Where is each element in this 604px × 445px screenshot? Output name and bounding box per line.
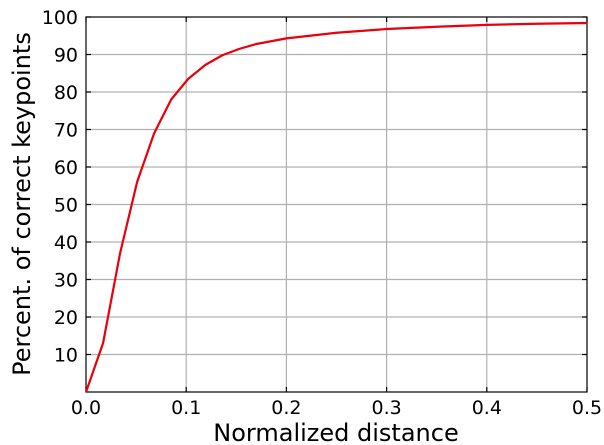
y-tick-label: 80 <box>54 82 78 104</box>
tick-layer: 0.0 0.1 0.2 0.3 0.4 0.5 10 20 30 40 50 60 70 80 90 100 <box>42 7 602 419</box>
y-tick-label: 10 <box>54 345 78 367</box>
y-tick-label: 90 <box>54 45 78 67</box>
y-tick-label: 100 <box>42 7 78 29</box>
x-tick-label: 0.1 <box>171 397 201 419</box>
series-layer <box>84 21 588 393</box>
x-tick-label: 0.3 <box>371 397 401 419</box>
x-tick-label: 0.5 <box>572 397 602 419</box>
y-tick-label: 20 <box>54 307 78 329</box>
y-axis-label: Percent. of correct keypoints <box>8 32 36 376</box>
y-tick-label: 40 <box>54 232 78 254</box>
grid-layer <box>86 17 587 392</box>
y-tick-label: 60 <box>54 157 78 179</box>
series-line-0 <box>84 21 588 393</box>
x-tick-label: 0.0 <box>71 397 101 419</box>
x-tick-label: 0.4 <box>472 397 502 419</box>
y-tick-label: 30 <box>54 270 78 292</box>
x-tick-label: 0.2 <box>271 397 301 419</box>
y-tick-label: 70 <box>54 120 78 142</box>
y-tick-label: 50 <box>54 195 78 217</box>
x-axis-label: Normalized distance <box>213 419 458 445</box>
